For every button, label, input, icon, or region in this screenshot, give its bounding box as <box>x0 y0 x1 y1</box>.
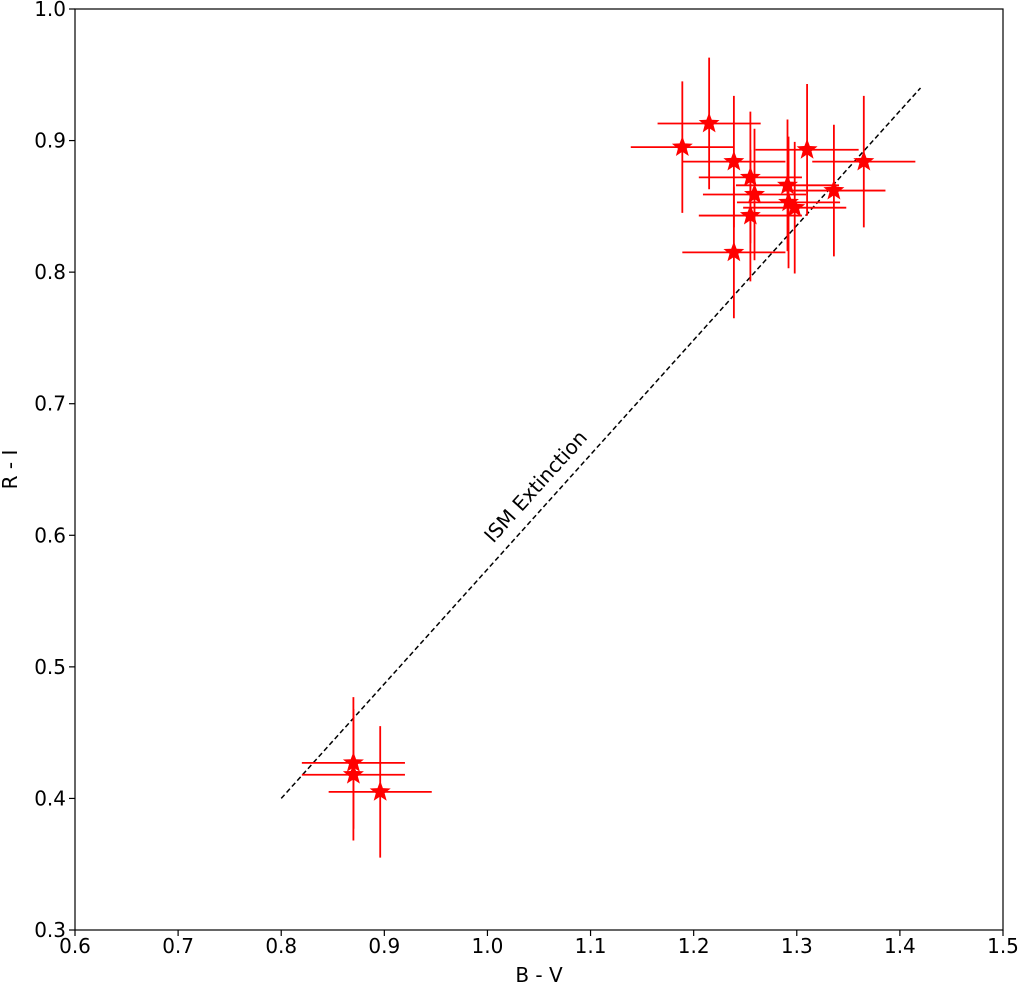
x-tick-label: 1.4 <box>884 934 916 958</box>
x-axis-label: B - V <box>515 963 563 985</box>
y-tick-label: 0.4 <box>34 786 66 810</box>
x-tick-label: 1.1 <box>575 934 607 958</box>
x-tick-label: 0.9 <box>368 934 400 958</box>
star-marker <box>342 751 364 772</box>
star-marker <box>778 191 799 212</box>
star-marker <box>784 196 806 217</box>
y-tick-label: 0.7 <box>34 392 66 416</box>
y-tick-label: 0.5 <box>34 655 66 679</box>
star-marker <box>723 150 745 171</box>
x-tick-label: 1.0 <box>472 934 504 958</box>
star-marker <box>744 183 765 204</box>
y-tick-label: 0.6 <box>34 523 66 547</box>
x-tick-label: 1.5 <box>987 934 1019 958</box>
y-tick-label: 0.3 <box>34 918 66 942</box>
y-axis-label: R - I <box>0 450 22 490</box>
star-marker <box>777 174 798 195</box>
star-marker <box>823 179 845 200</box>
star-marker <box>698 112 720 133</box>
y-tick-label: 1.0 <box>34 0 66 21</box>
x-tick-label: 1.3 <box>781 934 813 958</box>
plot-frame <box>74 8 1004 931</box>
x-tick-label: 0.6 <box>59 934 91 958</box>
y-tick-label: 0.8 <box>34 260 66 284</box>
star-marker <box>739 166 761 187</box>
annotation: ISM Extinction <box>479 426 592 548</box>
star-marker <box>796 138 818 159</box>
star-marker <box>739 204 761 225</box>
star-marker <box>342 763 364 784</box>
star-marker <box>853 150 875 171</box>
x-tick-label: 0.8 <box>265 934 297 958</box>
x-tick-label: 0.7 <box>162 934 194 958</box>
y-tick-label: 0.9 <box>34 129 66 153</box>
star-marker <box>671 136 693 156</box>
reference-line <box>280 87 922 799</box>
star-marker <box>369 780 391 801</box>
x-tick-label: 1.2 <box>678 934 710 958</box>
star-marker <box>723 241 745 262</box>
